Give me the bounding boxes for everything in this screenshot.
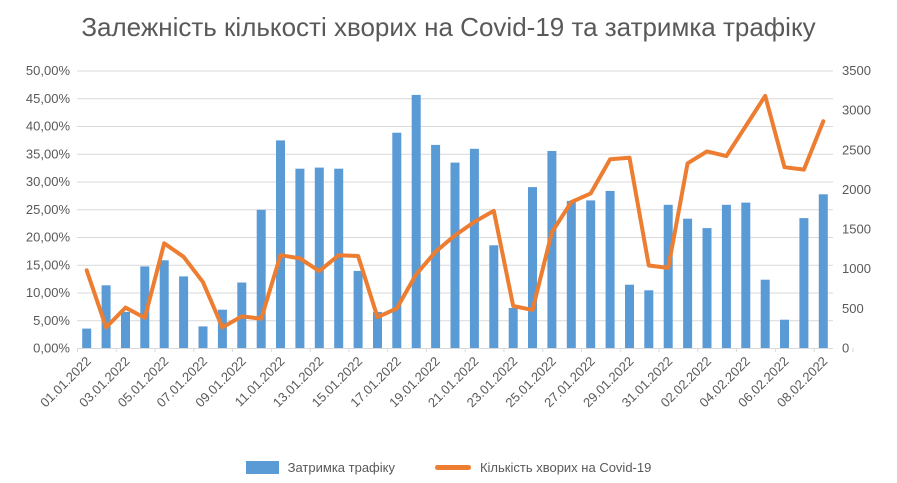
bar (140, 266, 150, 348)
bar (179, 276, 189, 348)
left-axis-tick-label: 20,00% (26, 230, 71, 245)
left-axis-tick-label: 40,00% (26, 119, 71, 134)
bar (663, 204, 673, 348)
chart-legend: Затримка трафіку Кількість хворих на Cov… (0, 460, 897, 475)
right-axis-tick-label: 2000 (842, 182, 871, 197)
bar-series (82, 94, 828, 349)
left-axis-labels: 0,00% 5,00% 10,00% 15,00% 20,00% 25,00% 30,00%… (26, 63, 71, 356)
left-axis-tick-label: 35,00% (26, 146, 71, 161)
legend-item-covid-cases: Кількість хворих на Covid-19 (434, 460, 652, 475)
right-axis-tick-label: 1000 (842, 261, 871, 276)
bar (392, 132, 402, 348)
right-axis-tick-label: 0 (842, 341, 849, 356)
right-axis-tick-label: 3000 (842, 103, 871, 118)
left-axis-tick-label: 0,00% (33, 341, 70, 356)
right-axis-tick-label: 3500 (842, 63, 871, 78)
bar (450, 162, 460, 348)
bar (489, 245, 499, 348)
chart-title: Залежність кількості хворих на Covid-19 … (81, 12, 816, 42)
bar (101, 285, 111, 348)
bar (276, 140, 285, 348)
bar (547, 151, 557, 348)
bar (780, 319, 789, 348)
left-axis-tick-label: 50,00% (26, 63, 71, 78)
bar (334, 168, 344, 348)
legend-label-traffic-delay: Затримка трафіку (287, 460, 395, 475)
bar (508, 308, 518, 348)
bar (159, 260, 169, 348)
bar (799, 218, 809, 348)
bar (431, 144, 441, 348)
right-axis-tick-label: 500 (842, 301, 864, 316)
legend-label-covid-cases: Кількість хворих на Covid-19 (479, 460, 652, 475)
bar (702, 228, 712, 348)
right-axis-labels: 0 500 1000 1500 2000 2500 3000 3500 (842, 63, 871, 356)
covid-line-series (84, 93, 826, 330)
bar (314, 167, 324, 348)
bar (411, 94, 421, 349)
bar (121, 311, 130, 348)
right-axis-tick-label: 2500 (842, 142, 871, 157)
bar (741, 202, 751, 348)
left-axis-tick-label: 30,00% (26, 174, 71, 189)
left-axis-tick-label: 10,00% (26, 285, 71, 300)
left-axis-tick-label: 25,00% (26, 202, 71, 217)
right-axis-tick-label: 1500 (842, 222, 871, 237)
bar (818, 194, 828, 348)
bar (469, 148, 479, 348)
bar (528, 187, 537, 348)
legend-item-traffic-delay: Затримка трафіку (245, 460, 395, 475)
x-axis-labels: 01.01.202203.01.202205.01.202207.01.2022… (37, 354, 830, 411)
bar (644, 290, 654, 348)
bar (683, 218, 693, 348)
left-axis-tick-label: 5,00% (33, 313, 70, 328)
bar (586, 200, 596, 348)
bar (82, 328, 92, 348)
bar (198, 326, 208, 348)
bar-series-swatch (245, 461, 279, 474)
bar (605, 190, 615, 348)
bar (353, 270, 363, 348)
left-axis-tick-label: 15,00% (26, 257, 71, 272)
bar (566, 200, 576, 348)
bar (760, 279, 770, 348)
x-axis-ticks (77, 348, 854, 352)
bar (625, 284, 634, 348)
bar (721, 204, 731, 348)
left-axis-tick-label: 45,00% (26, 91, 71, 106)
bar (256, 209, 266, 348)
bar (373, 311, 382, 348)
line-series-swatch (434, 465, 471, 470)
